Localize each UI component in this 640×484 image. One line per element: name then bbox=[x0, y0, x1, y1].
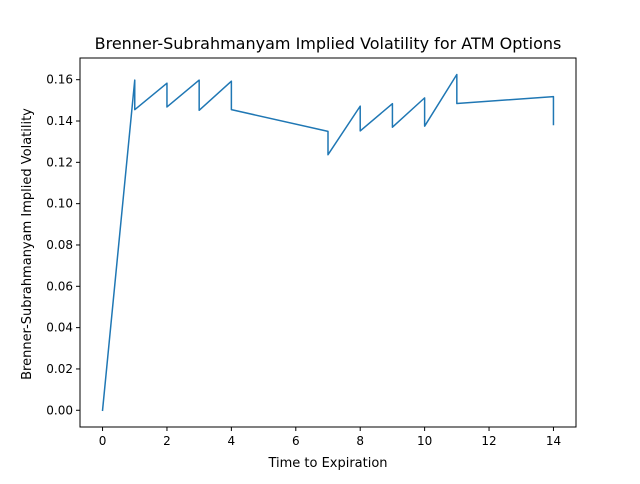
chart-title: Brenner-Subrahmanyam Implied Volatility … bbox=[95, 34, 562, 53]
x-tick-label: 4 bbox=[228, 434, 236, 448]
y-axis-ticks: 0.00 0.02 0.04 0.06 0.08 0.10 0.12 0.14 0.16 bbox=[46, 73, 80, 417]
y-tick-label: 0.14 bbox=[46, 114, 73, 128]
y-tick-label: 0.02 bbox=[46, 362, 73, 376]
x-tick-label: 14 bbox=[546, 434, 561, 448]
x-tick-label: 8 bbox=[356, 434, 364, 448]
series-line-0 bbox=[101, 73, 555, 412]
x-tick-label: 2 bbox=[163, 434, 171, 448]
y-tick-label: 0.16 bbox=[46, 73, 73, 87]
x-axis-label: Time to Expiration bbox=[267, 456, 387, 471]
x-tick-label: 0 bbox=[99, 434, 107, 448]
x-tick-label: 10 bbox=[417, 434, 432, 448]
x-tick-label: 6 bbox=[292, 434, 300, 448]
y-tick-label: 0.12 bbox=[46, 155, 73, 169]
y-axis-label: Brenner-Subrahmanyam Implied Volatility bbox=[20, 108, 35, 380]
x-axis-ticks: 0 2 4 6 8 10 12 14 bbox=[99, 427, 561, 448]
y-tick-label: 0.00 bbox=[46, 403, 73, 417]
y-tick-label: 0.10 bbox=[46, 197, 73, 211]
y-tick-label: 0.08 bbox=[46, 238, 73, 252]
axes-frame bbox=[79, 57, 577, 428]
plot-area bbox=[101, 73, 555, 412]
y-tick-label: 0.06 bbox=[46, 279, 73, 293]
x-tick-label: 12 bbox=[481, 434, 496, 448]
y-tick-label: 0.04 bbox=[46, 321, 73, 335]
